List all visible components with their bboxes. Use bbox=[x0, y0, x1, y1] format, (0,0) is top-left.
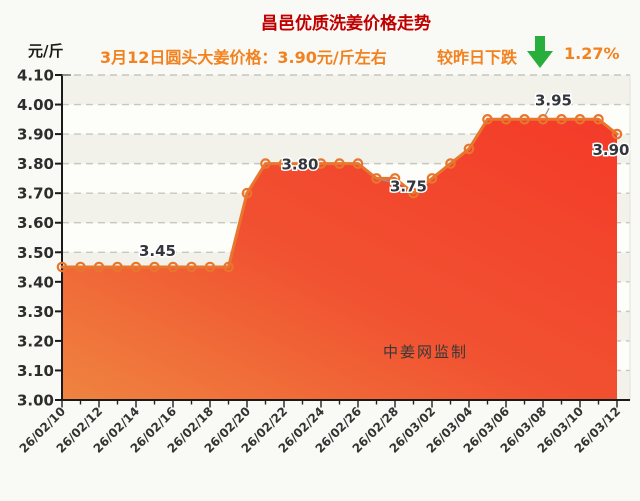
y-axis-label: 3.00 bbox=[17, 392, 54, 410]
y-axis-label: 3.50 bbox=[17, 244, 54, 262]
data-point-marker bbox=[315, 158, 327, 169]
label-leader-line bbox=[381, 178, 400, 185]
data-point-marker bbox=[223, 261, 234, 273]
data-point-marker bbox=[611, 128, 623, 140]
data-point-marker bbox=[278, 158, 290, 169]
down-arrow-shape bbox=[527, 36, 553, 68]
subtitle-compare-text: 较昨日下跌 bbox=[437, 48, 518, 67]
data-point-marker bbox=[463, 143, 475, 155]
y-axis-label: 3.20 bbox=[17, 332, 54, 350]
subtitle-percent-text: 1.27% bbox=[564, 44, 620, 63]
plot-band bbox=[62, 75, 630, 105]
data-point-marker bbox=[537, 114, 549, 125]
data-label: 3.45 bbox=[139, 242, 176, 260]
data-point-marker bbox=[149, 261, 160, 273]
watermark-text: 中姜网监制 bbox=[383, 343, 468, 361]
y-axis-label: 4.00 bbox=[17, 96, 54, 114]
y-axis-label: 3.70 bbox=[17, 185, 54, 203]
data-point-marker bbox=[241, 187, 253, 199]
data-point-marker bbox=[204, 261, 216, 273]
data-point-marker bbox=[445, 158, 456, 169]
data-point-marker bbox=[93, 261, 105, 273]
subtitle-price-text: 3月12日圆头大姜价格：3.90元/斤左右 bbox=[100, 48, 387, 67]
area-fill bbox=[62, 119, 617, 401]
page-title: 昌邑优质洗姜价格走势 bbox=[261, 14, 431, 34]
data-label: 3.95 bbox=[535, 91, 572, 109]
data-point-marker bbox=[482, 114, 493, 125]
data-point-marker bbox=[112, 261, 123, 273]
data-label: 3.75 bbox=[390, 177, 427, 195]
data-point-marker bbox=[297, 158, 308, 169]
data-point-marker bbox=[408, 187, 419, 199]
data-point-marker bbox=[352, 158, 364, 169]
data-point-marker bbox=[426, 173, 438, 184]
data-point-marker bbox=[500, 114, 512, 125]
label-leader-line bbox=[544, 107, 550, 116]
data-point-marker bbox=[371, 173, 382, 184]
y-axis-label: 3.90 bbox=[17, 126, 54, 144]
y-axis-label: 3.80 bbox=[17, 155, 54, 173]
y-axis-label: 3.60 bbox=[17, 214, 54, 232]
data-point-marker bbox=[574, 114, 586, 125]
y-axis-label: 3.30 bbox=[17, 303, 54, 321]
data-point-marker bbox=[556, 114, 567, 125]
data-point-marker bbox=[75, 261, 86, 273]
data-point-marker bbox=[130, 261, 142, 273]
data-point-marker bbox=[167, 261, 179, 273]
down-arrow-icon bbox=[527, 36, 553, 68]
y-axis-label: 4.10 bbox=[17, 67, 54, 85]
y-axis-label: 3.40 bbox=[17, 273, 54, 291]
data-label: 3.90 bbox=[592, 141, 629, 159]
price-line bbox=[60, 117, 619, 269]
data-label: 3.80 bbox=[281, 156, 318, 174]
y-axis-label: 3.10 bbox=[17, 362, 54, 380]
data-point-marker bbox=[260, 158, 271, 169]
data-point-marker bbox=[593, 114, 604, 125]
data-point-marker bbox=[56, 261, 68, 273]
data-point-marker bbox=[186, 261, 197, 273]
data-point-marker bbox=[519, 114, 530, 125]
y-axis-unit-label: 元/斤 bbox=[28, 42, 64, 60]
data-point-marker bbox=[334, 158, 345, 169]
